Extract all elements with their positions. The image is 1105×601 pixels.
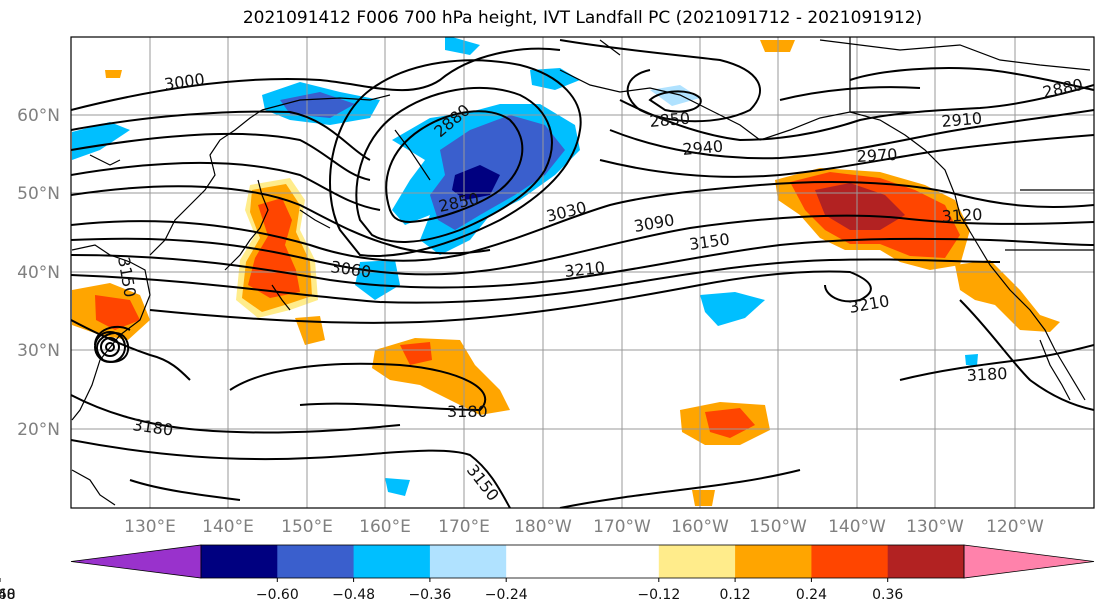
colorbar-extend-low bbox=[70, 544, 202, 579]
contour-label: 3180 bbox=[966, 364, 1008, 385]
contour-label: 2850 bbox=[649, 109, 691, 131]
contour-label: 2970 bbox=[856, 145, 898, 166]
colorbar-segment bbox=[277, 545, 355, 578]
map-title: 2021091412 F006 700 hPa height, IVT Land… bbox=[242, 8, 923, 28]
latitude-labels: 60°N 50°N 40°N 30°N 20°N bbox=[17, 106, 60, 440]
colorbar-extend-high bbox=[963, 544, 1095, 579]
lon-label: 170°W bbox=[593, 517, 651, 537]
lon-label: 130°W bbox=[906, 517, 964, 537]
coastlines bbox=[71, 37, 1094, 506]
colorbar-segment bbox=[811, 545, 889, 578]
colorbar-tick-label: −0.60 bbox=[256, 587, 299, 601]
contour-label: 3210 bbox=[563, 258, 605, 281]
lon-label: 140°E bbox=[202, 517, 254, 537]
colorbar-segment bbox=[353, 545, 431, 578]
colorbar-tick-label: 0.36 bbox=[872, 587, 903, 601]
contour-label: 2940 bbox=[682, 137, 724, 159]
lon-label: 130°E bbox=[124, 517, 176, 537]
contour-label: 3120 bbox=[941, 205, 983, 226]
lat-label: 30°N bbox=[17, 341, 60, 361]
colorbar-tick-label: 0.24 bbox=[796, 587, 827, 601]
height-contours bbox=[71, 39, 1094, 508]
colorbar-tick-label: −0.48 bbox=[332, 587, 375, 601]
colorbar-segment bbox=[658, 545, 736, 578]
colorbar-tick-label: 0.60 bbox=[0, 587, 16, 601]
lon-label: 160°E bbox=[359, 517, 411, 537]
colorbar bbox=[70, 544, 1095, 579]
lat-label: 60°N bbox=[17, 106, 60, 126]
lon-label: 150°W bbox=[749, 517, 807, 537]
lat-label: 20°N bbox=[17, 420, 60, 440]
colorbar-tick-label: −0.36 bbox=[408, 587, 451, 601]
lat-label: 50°N bbox=[17, 184, 60, 204]
lon-label: 120°W bbox=[986, 517, 1044, 537]
colorbar-segment bbox=[506, 545, 583, 578]
colorbar-segment bbox=[735, 545, 812, 578]
map-border bbox=[70, 36, 1095, 509]
colorbar-segment bbox=[582, 545, 660, 578]
colorbar-ticks: −0.60 −0.48 −0.36 −0.24 −0.12 0.12 0.24 0.36 0.4… bbox=[0, 578, 903, 601]
lon-label: 150°E bbox=[281, 517, 333, 537]
lon-label: 160°W bbox=[671, 517, 729, 537]
lat-label: 40°N bbox=[17, 263, 60, 283]
lon-label: 170°E bbox=[438, 517, 490, 537]
longitude-labels: 130°E 140°E 150°E 160°E 170°E 180°W 170°… bbox=[124, 517, 1044, 537]
colorbar-border bbox=[200, 544, 965, 579]
colorbar-segment bbox=[887, 545, 965, 578]
colorbar-tick-label: 0.12 bbox=[720, 587, 751, 601]
colorbar-tick-label: −0.12 bbox=[637, 587, 680, 601]
lon-label: 180°W bbox=[514, 517, 572, 537]
colorbar-tick-label: −0.24 bbox=[485, 587, 528, 601]
lon-label: 140°W bbox=[828, 517, 886, 537]
colorbar-segment bbox=[429, 545, 507, 578]
cyclone-rings bbox=[94, 331, 126, 363]
colorbar-tick-label: 0.48 bbox=[0, 587, 16, 601]
contour-label: 3180 bbox=[447, 402, 488, 421]
contour-label: 2910 bbox=[941, 109, 983, 131]
colorbar-segment bbox=[201, 545, 278, 578]
